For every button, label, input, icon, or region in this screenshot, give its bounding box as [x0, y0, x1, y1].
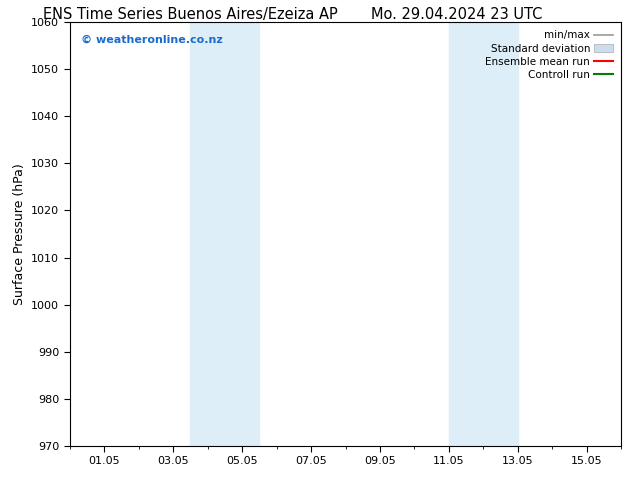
Legend: min/max, Standard deviation, Ensemble mean run, Controll run: min/max, Standard deviation, Ensemble me… [482, 27, 616, 83]
Text: © weatheronline.co.nz: © weatheronline.co.nz [81, 35, 223, 45]
Text: Mo. 29.04.2024 23 UTC: Mo. 29.04.2024 23 UTC [371, 7, 542, 23]
Bar [449, 22, 518, 446]
Bar [190, 22, 259, 446]
Text: ENS Time Series Buenos Aires/Ezeiza AP: ENS Time Series Buenos Aires/Ezeiza AP [43, 7, 337, 23]
Y-axis label: Surface Pressure (hPa): Surface Pressure (hPa) [13, 163, 25, 305]
